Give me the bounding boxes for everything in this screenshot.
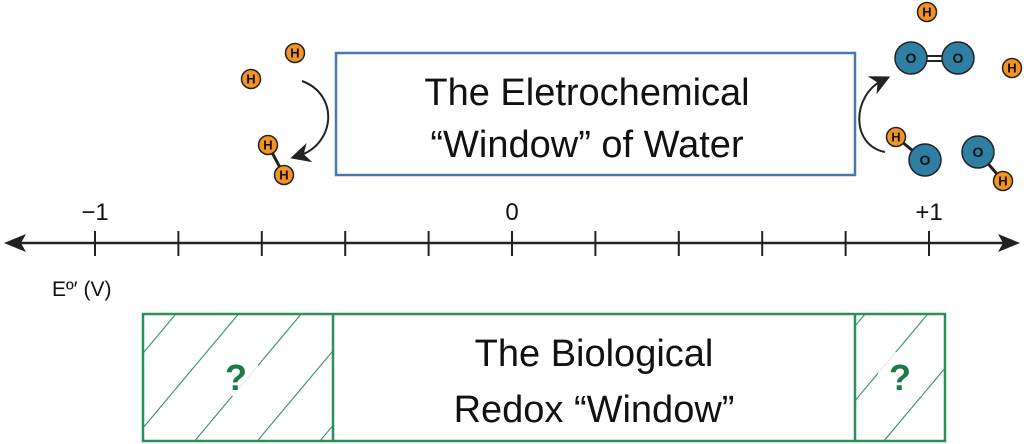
bio-window-box (141, 312, 947, 443)
axis-tick-label: −1 (81, 199, 108, 226)
hydrogen-atom: H (885, 126, 907, 148)
svg-text:H: H (263, 138, 272, 153)
oxidation-arrow (858, 76, 891, 153)
svg-text:H: H (891, 130, 900, 145)
hydrogen-atom: H (284, 42, 306, 64)
axis-tick-label: 0 (505, 199, 518, 226)
oxygen-atom: O (908, 143, 942, 177)
axis-ticks: −1 0 +1 (81, 199, 943, 256)
svg-text:H: H (922, 5, 931, 20)
hydrogen-atom: H (916, 1, 938, 23)
hydrogen-atom: H (257, 134, 279, 156)
axis-label: Eº′ (V) (52, 278, 111, 301)
oxygen-atom: O (961, 135, 995, 169)
bio-title-line2: Redox “Window” (454, 389, 735, 431)
svg-text:O: O (906, 50, 917, 66)
svg-text:H: H (290, 46, 299, 61)
axis-left-arrow (4, 234, 26, 252)
bio-title-line1: The Biological (475, 333, 714, 375)
reduction-arrow (290, 80, 330, 163)
oxygen-atom: O (894, 41, 928, 75)
svg-text:O: O (953, 50, 964, 66)
svg-text:H: H (279, 168, 288, 183)
hydrogen-atom: H (240, 68, 262, 90)
hydrogen-atom: H (273, 164, 295, 186)
svg-text:O: O (973, 144, 984, 160)
hydrogen-atom: H (1001, 57, 1023, 79)
unknown-right-mark: ? (889, 357, 911, 398)
unknown-left-mark: ? (225, 357, 247, 398)
water-title-line1: The Eletrochemical (424, 72, 749, 114)
svg-text:O: O (920, 152, 931, 168)
axis-right-arrow (998, 234, 1020, 252)
oxygen-atom: O (941, 41, 975, 75)
svg-text:H: H (998, 174, 1007, 189)
axis-tick-label: +1 (915, 199, 942, 226)
hydrogen-atom: H (992, 170, 1014, 192)
water-title-line2: “Window” of Water (430, 124, 744, 166)
svg-text:H: H (1007, 61, 1016, 76)
water-window-box (334, 51, 857, 177)
svg-text:H: H (246, 72, 255, 87)
